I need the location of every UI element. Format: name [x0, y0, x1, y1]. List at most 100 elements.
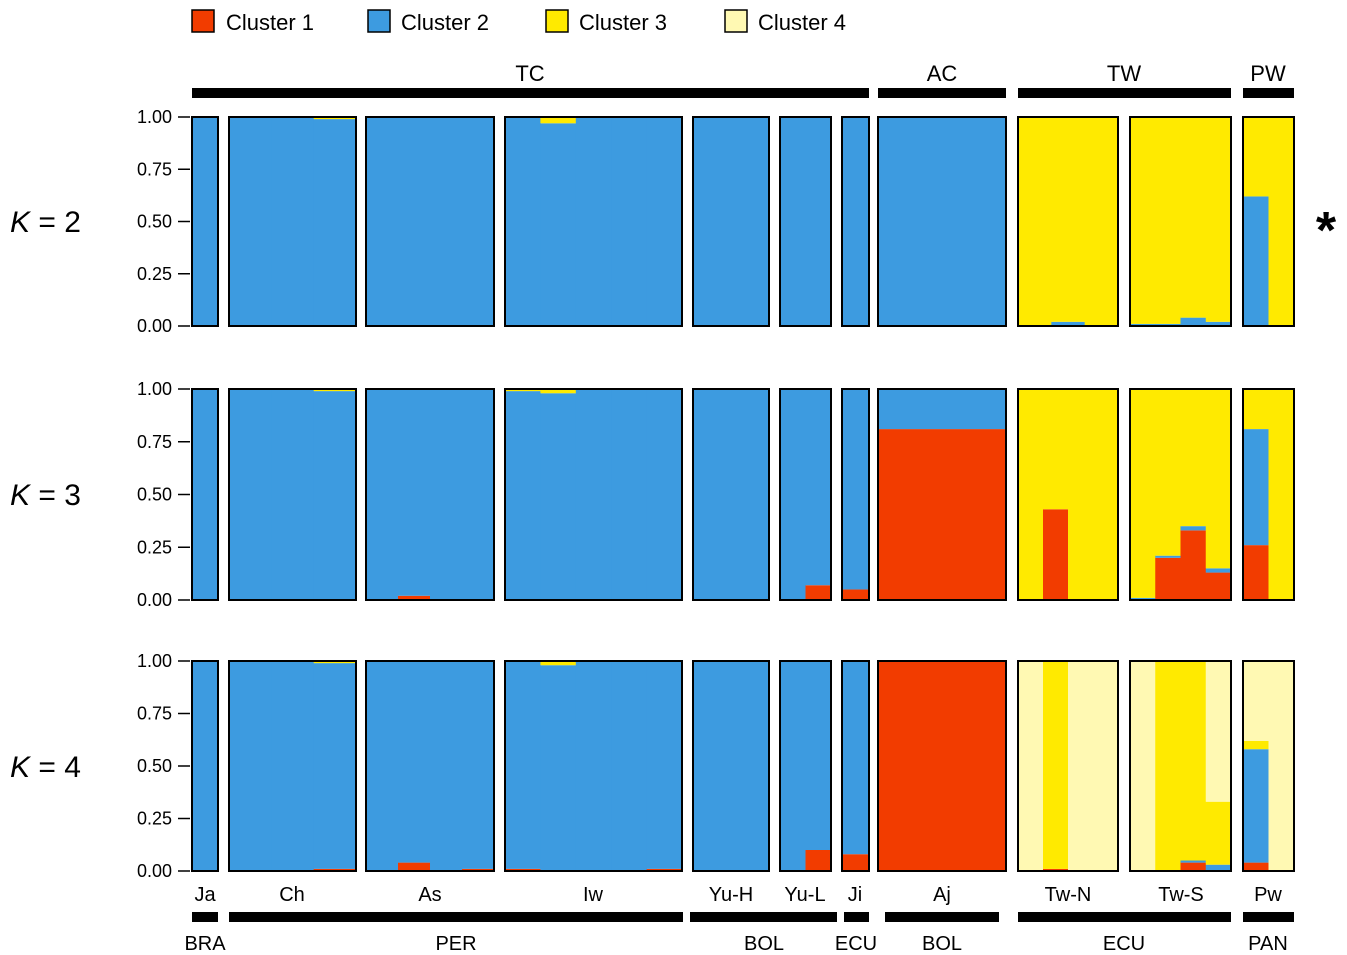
bar-segment-cluster-2: [1243, 429, 1269, 546]
y-tick-label: 0.00: [137, 316, 172, 336]
pop-label-tw-n: Tw-N: [1045, 884, 1092, 906]
bar-segment-cluster-1: [505, 868, 541, 871]
bar-segment-cluster-2: [505, 117, 541, 326]
bar-segment-cluster-3: [1155, 389, 1181, 556]
population-frame: [191, 116, 219, 327]
country-bar-per: [229, 912, 683, 922]
bar-segment-cluster-3: [1093, 389, 1119, 600]
bar-segment-cluster-2: [1205, 568, 1232, 573]
group-bar-tc: [192, 88, 869, 98]
bar-segment-cluster-2: [693, 389, 770, 600]
bar-segment-cluster-2: [693, 661, 770, 871]
bar-segment-cluster-1: [1043, 868, 1069, 871]
legend-label-cluster-1: Cluster 1: [226, 10, 314, 35]
country-bar-ecu-1: [844, 912, 869, 922]
panel-k3: K = 3 0.00 0.25 0.50 0.75 1.00: [10, 379, 1295, 610]
k-label-letter: K: [10, 751, 32, 784]
bar-segment-cluster-2: [462, 661, 495, 869]
population-frame: [1242, 660, 1295, 872]
population-frame: [1242, 116, 1295, 327]
country-label-ecu-1: ECU: [835, 933, 877, 955]
bar-segment-cluster-2: [398, 661, 431, 863]
pop-label-as: As: [418, 884, 441, 906]
population-tw-n: [1017, 660, 1119, 872]
population-frame: [228, 116, 357, 327]
pop-label-ch: Ch: [279, 884, 305, 906]
bar-segment-cluster-3: [1068, 389, 1094, 600]
bar-segment-cluster-1: [842, 854, 870, 871]
population-ch: [228, 660, 357, 872]
bar-segment-cluster-2: [575, 117, 612, 326]
bar-segment-cluster-3: [1130, 117, 1156, 324]
country-bar-bra: [192, 912, 218, 922]
group-label-tw: TW: [1107, 61, 1141, 86]
population-yu-l: [779, 116, 832, 327]
panels: K = 2 0.00 0.25 0.50 0.75 1.00 K = 3 0.00 0.25 0.…: [10, 107, 1295, 881]
bar-segment-cluster-2: [271, 389, 315, 600]
group-bar-ac: [878, 88, 1006, 98]
population-frame: [841, 660, 870, 872]
bar-segment-cluster-4: [1205, 661, 1232, 802]
population-frame: [692, 660, 770, 872]
bar-segment-cluster-2: [1180, 860, 1207, 863]
k-label-letter: K: [10, 479, 32, 512]
bar-segment-cluster-2: [878, 389, 1007, 430]
bar-segment-cluster-2: [611, 389, 647, 600]
population-yu-h: [692, 660, 770, 872]
population-ji: [841, 660, 870, 872]
bar-segment-cluster-3: [540, 389, 577, 394]
bar-segment-cluster-3: [1043, 389, 1069, 510]
bar-segment-cluster-2: [462, 389, 495, 600]
bar-segment-cluster-2: [1130, 323, 1156, 326]
bar-segment-cluster-3: [1084, 117, 1119, 326]
y-tick-label: 0.00: [137, 861, 172, 881]
pop-label-tw-s: Tw-S: [1158, 884, 1204, 906]
bar-segment-cluster-2: [1205, 321, 1232, 326]
population-yu-l: [779, 388, 832, 601]
country-bar-pan: [1243, 912, 1294, 922]
k-label-letter: K: [10, 206, 32, 239]
population-ch: [228, 388, 357, 601]
bar-segment-cluster-2: [1155, 323, 1181, 326]
pop-label-aj: Aj: [933, 884, 951, 906]
bar-segment-cluster-2: [229, 117, 272, 326]
bar-segment-cluster-2: [366, 661, 399, 871]
legend-label-cluster-4: Cluster 4: [758, 10, 846, 35]
bar-segment-cluster-1: [398, 862, 431, 871]
bar-segment-cluster-1: [1180, 862, 1207, 871]
group-label-tc: TC: [515, 61, 544, 86]
population-frame: [779, 116, 832, 327]
population-frame: [228, 660, 357, 872]
population-pw: [1242, 116, 1295, 327]
bar-segment-cluster-2: [575, 661, 612, 871]
legend-swatch-cluster-4: [724, 9, 748, 33]
bar-segment-cluster-2: [1205, 864, 1232, 871]
population-tw-s: [1129, 660, 1232, 872]
bar-segment-cluster-2: [1180, 526, 1207, 531]
population-aj: [877, 388, 1007, 601]
bar-segment-cluster-2: [271, 661, 315, 871]
y-tick-label: 1.00: [137, 651, 172, 671]
country-label-bol-1: BOL: [744, 933, 784, 955]
bar-segment-cluster-2: [646, 661, 683, 869]
country-bars: BRA PER BOL ECU BOL ECU PAN: [184, 912, 1294, 955]
bar-segment-cluster-1: [1180, 530, 1207, 600]
y-tick-label: 0.25: [137, 264, 172, 284]
population-as: [365, 388, 495, 601]
population-frame: [1129, 388, 1232, 601]
bar-segment-cluster-2: [540, 393, 577, 600]
population-frame: [1129, 660, 1232, 872]
bar-segment-cluster-3: [1180, 661, 1207, 861]
bar-segment-cluster-2: [313, 119, 357, 326]
population-iw: [504, 116, 683, 327]
bar-segment-cluster-2: [646, 389, 683, 600]
bar-segment-cluster-3: [1051, 117, 1086, 322]
bar-segment-cluster-3: [1268, 117, 1295, 326]
bar-segment-cluster-1: [313, 868, 357, 871]
bar-segment-cluster-1: [462, 868, 495, 871]
population-yu-l: [779, 660, 832, 872]
pop-label-yu-h: Yu-H: [709, 884, 753, 906]
bar-segment-cluster-2: [646, 117, 683, 326]
y-tick-label: 0.50: [137, 212, 172, 232]
population-frame: [228, 388, 357, 601]
